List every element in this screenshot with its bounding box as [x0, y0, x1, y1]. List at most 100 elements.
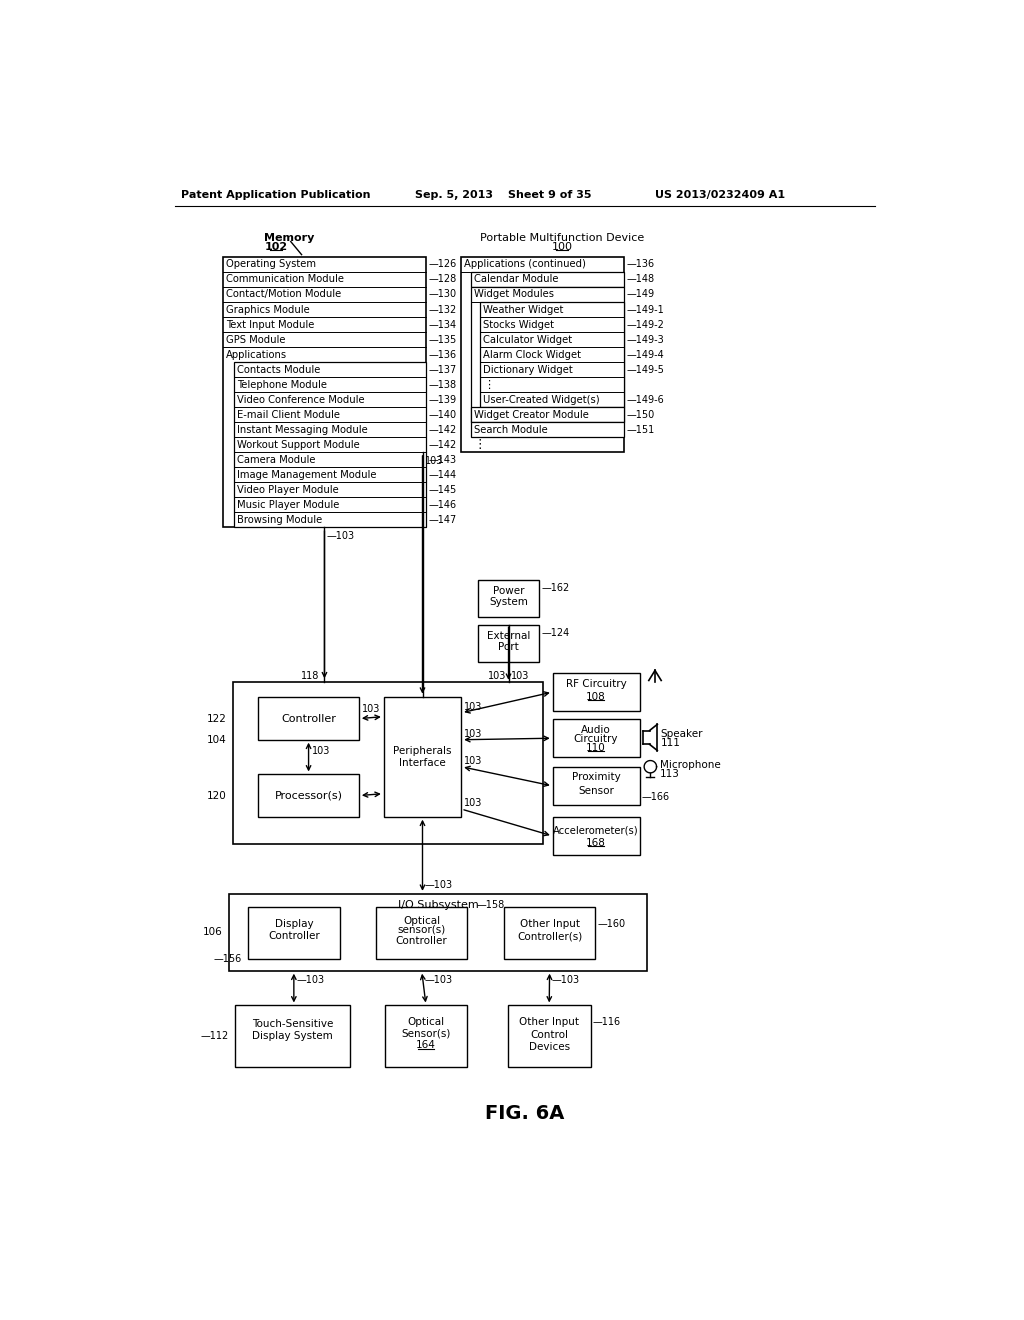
Text: Image Management Module: Image Management Module	[238, 470, 377, 479]
Text: Patent Application Publication: Patent Application Publication	[180, 190, 371, 201]
Text: 100: 100	[552, 242, 572, 252]
Text: —166: —166	[642, 792, 670, 803]
Text: —130: —130	[429, 289, 457, 300]
Text: —126: —126	[429, 260, 457, 269]
Text: —134: —134	[429, 319, 457, 330]
Text: sensor(s): sensor(s)	[397, 925, 445, 935]
Text: 110: 110	[586, 743, 606, 754]
Text: —135: —135	[429, 334, 457, 345]
Text: —149-1: —149-1	[627, 305, 665, 314]
Text: 103: 103	[362, 704, 381, 714]
Text: 164: 164	[416, 1040, 436, 1051]
Text: 102: 102	[264, 242, 288, 252]
Text: —138: —138	[429, 380, 457, 389]
Text: User-Created Widget(s): User-Created Widget(s)	[483, 395, 600, 405]
Text: —103: —103	[327, 532, 355, 541]
Bar	[258, 697, 359, 739]
Text: E-mail Client Module: E-mail Client Module	[238, 409, 340, 420]
Text: Text Input Module: Text Input Module	[225, 319, 314, 330]
Text: Calendar Module: Calendar Module	[474, 275, 558, 285]
Bar	[376, 907, 467, 960]
Bar	[234, 362, 426, 527]
Bar	[553, 719, 640, 758]
Text: —160: —160	[598, 919, 626, 929]
Text: —147: —147	[429, 515, 457, 525]
Text: 104: 104	[207, 735, 226, 744]
Text: Music Player Module: Music Player Module	[238, 500, 340, 510]
Text: Weather Widget: Weather Widget	[483, 305, 563, 314]
Bar	[228, 894, 647, 970]
Text: —137: —137	[429, 364, 457, 375]
Text: System: System	[489, 597, 528, 607]
Bar	[461, 257, 624, 453]
Text: Other Input: Other Input	[519, 1018, 580, 1027]
Text: Peripherals: Peripherals	[393, 746, 452, 756]
Text: Processor(s): Processor(s)	[274, 791, 343, 800]
Text: —136: —136	[627, 260, 654, 269]
Bar	[478, 626, 539, 663]
Text: External: External	[486, 631, 530, 640]
Text: Microphone: Microphone	[659, 760, 721, 770]
Text: Communication Module: Communication Module	[225, 275, 344, 285]
Text: Calculator Widget: Calculator Widget	[483, 334, 572, 345]
Text: Optical: Optical	[408, 1018, 444, 1027]
Text: —158: —158	[477, 899, 505, 909]
Text: Sensor: Sensor	[579, 787, 614, 796]
Text: Speaker: Speaker	[660, 729, 702, 739]
Text: —149-6: —149-6	[627, 395, 665, 405]
Text: Contact/Motion Module: Contact/Motion Module	[225, 289, 341, 300]
Text: 108: 108	[586, 693, 606, 702]
Bar	[258, 775, 359, 817]
Text: —151: —151	[627, 425, 654, 434]
Text: 103: 103	[464, 797, 482, 808]
Text: —145: —145	[429, 484, 457, 495]
Bar	[480, 302, 624, 407]
Text: Circuitry: Circuitry	[573, 734, 618, 744]
Text: —143: —143	[429, 454, 457, 465]
Bar	[508, 1006, 591, 1067]
Text: —149-4: —149-4	[627, 350, 665, 359]
Text: 103: 103	[487, 671, 506, 681]
Text: 103: 103	[464, 755, 482, 766]
Text: Optical: Optical	[403, 916, 440, 925]
Text: Devices: Devices	[528, 1041, 569, 1052]
Text: —149-2: —149-2	[627, 319, 665, 330]
Text: Instant Messaging Module: Instant Messaging Module	[238, 425, 368, 434]
Text: Video Player Module: Video Player Module	[238, 484, 339, 495]
Text: Touch-Sensitive: Touch-Sensitive	[252, 1019, 333, 1028]
Bar	[471, 286, 624, 422]
Text: Control: Control	[530, 1030, 568, 1040]
Bar	[553, 817, 640, 855]
Text: FIG. 6A: FIG. 6A	[485, 1104, 564, 1123]
Text: Controller: Controller	[396, 936, 447, 945]
Text: Sensor(s): Sensor(s)	[401, 1028, 451, 1038]
Text: —103: —103	[296, 975, 325, 985]
Text: Portable Multifunction Device: Portable Multifunction Device	[480, 232, 644, 243]
Text: Graphics Module: Graphics Module	[225, 305, 309, 314]
Bar	[248, 907, 340, 960]
Text: Power: Power	[493, 586, 524, 597]
Text: —156: —156	[214, 954, 242, 964]
Text: —148: —148	[627, 275, 654, 285]
Text: 103: 103	[311, 746, 330, 756]
Text: Port: Port	[498, 642, 519, 652]
Text: Interface: Interface	[399, 758, 445, 768]
Bar	[385, 1006, 467, 1067]
Bar	[553, 767, 640, 805]
Bar	[478, 581, 539, 618]
Text: —103: —103	[425, 879, 453, 890]
Text: —144: —144	[429, 470, 457, 479]
Bar	[234, 1006, 349, 1067]
Text: Applications (continued): Applications (continued)	[464, 260, 586, 269]
Text: —149: —149	[627, 289, 654, 300]
Text: Camera Module: Camera Module	[238, 454, 315, 465]
Text: I/O Subsystem: I/O Subsystem	[397, 899, 478, 909]
Text: 113: 113	[659, 770, 680, 779]
Text: Search Module: Search Module	[474, 425, 548, 434]
Text: Dictionary Widget: Dictionary Widget	[483, 364, 572, 375]
Text: Proximity: Proximity	[571, 772, 621, 783]
Text: —140: —140	[429, 409, 457, 420]
Text: Other Input: Other Input	[519, 919, 580, 929]
Text: Operating System: Operating System	[225, 260, 315, 269]
Text: ⋮: ⋮	[483, 380, 494, 389]
